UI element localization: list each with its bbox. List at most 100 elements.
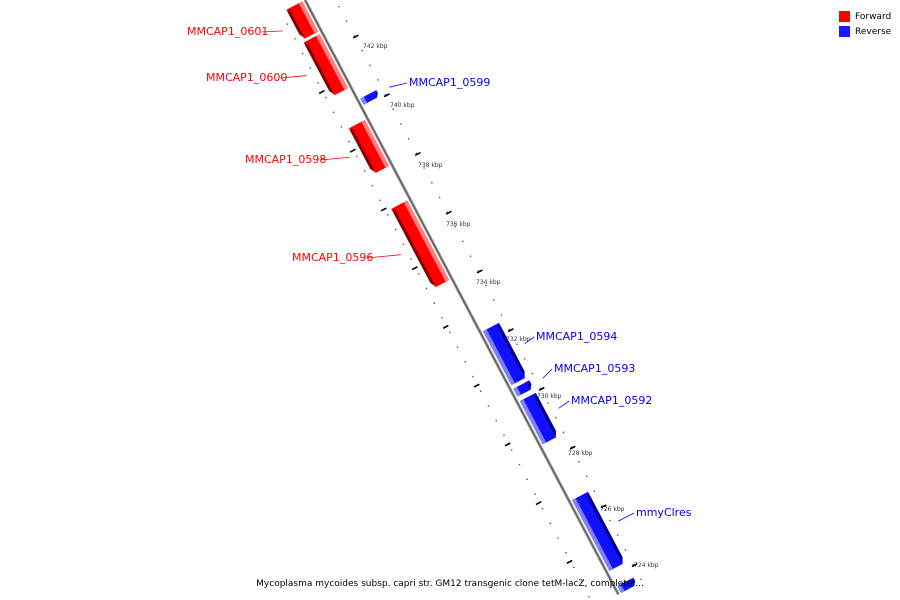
- minor-tick-dot: [423, 167, 425, 169]
- minor-tick-dot: [301, 52, 304, 55]
- gene-leader-line: [617, 512, 635, 522]
- gene-leader-line: [261, 30, 283, 33]
- tick-label: 734 kbp: [476, 279, 501, 286]
- minor-tick-dot: [585, 475, 588, 478]
- gene-shadow: [304, 42, 334, 94]
- minor-tick-dot: [572, 566, 575, 569]
- minor-tick-dot: [348, 140, 350, 143]
- tick-label: 730 kbp: [537, 393, 562, 400]
- tick-label: 736 kbp: [446, 221, 471, 228]
- minor-tick-dot: [487, 405, 490, 407]
- gene-leader-line: [319, 156, 350, 161]
- minor-tick-dot: [531, 372, 534, 375]
- minor-tick-dot: [541, 507, 544, 510]
- reverse-swatch: [839, 26, 850, 37]
- minor-tick-dot: [410, 258, 412, 260]
- gene-mmyClres: [572, 491, 623, 571]
- minor-tick-dot: [387, 214, 389, 216]
- gene-MMCAP1_0600: [303, 34, 349, 96]
- minor-tick-dot: [286, 23, 288, 25]
- major-tick: [566, 559, 573, 564]
- gene-label[interactable]: MMCAP1_0601: [187, 25, 269, 38]
- major-tick: [476, 269, 483, 274]
- major-tick: [380, 207, 387, 212]
- minor-tick-dot: [557, 537, 559, 539]
- gene-highlight: [519, 399, 547, 445]
- minor-tick-dot: [526, 478, 528, 481]
- minor-tick-dot: [394, 228, 397, 231]
- minor-tick-dot: [492, 299, 495, 301]
- gene-MMCAP1_0594: [483, 322, 525, 386]
- gene-leader-line: [389, 82, 408, 88]
- gene-leader-line: [558, 400, 570, 409]
- minor-tick-dot: [588, 595, 590, 598]
- forward-swatch: [839, 11, 850, 22]
- gene-highlight: [617, 584, 625, 594]
- gene-MMCAP1_0592: [519, 392, 556, 445]
- gene-shadow: [631, 579, 636, 585]
- tick-label: 738 kbp: [418, 162, 443, 169]
- major-tick: [442, 324, 449, 330]
- gene-label[interactable]: MMCAP1_0599: [409, 76, 491, 89]
- major-tick: [600, 504, 607, 509]
- minor-tick-dot: [609, 519, 611, 522]
- gene-highlight: [316, 34, 349, 90]
- major-tick: [535, 501, 542, 506]
- minor-tick-dot: [325, 96, 327, 99]
- sequence-caption: Mycoplasma mycoides subsp. capri str. GM…: [256, 579, 644, 589]
- gene-label[interactable]: MMCAP1_0598: [245, 153, 327, 166]
- gene-shadow: [392, 209, 436, 286]
- minor-tick-dot: [371, 184, 374, 187]
- minor-tick-dot: [338, 5, 340, 8]
- tick-label: 724 kbp: [634, 562, 659, 569]
- gene-label[interactable]: MMCAP1_0592: [571, 394, 653, 407]
- gene-shadow: [287, 10, 305, 37]
- minor-tick-dot: [309, 67, 312, 69]
- minor-tick-dot: [593, 490, 596, 492]
- major-tick: [445, 210, 452, 215]
- minor-tick-dot: [464, 361, 467, 363]
- major-tick: [473, 383, 480, 388]
- major-tick: [414, 151, 421, 157]
- minor-tick-dot: [534, 493, 536, 495]
- minor-tick-dot: [472, 375, 474, 378]
- minor-tick-dot: [547, 402, 549, 404]
- gene-label[interactable]: MMCAP1_0594: [536, 330, 618, 343]
- minor-tick-dot: [469, 255, 472, 257]
- gene-label[interactable]: MMCAP1_0600: [206, 71, 288, 84]
- legend-label: Reverse: [855, 26, 892, 37]
- minor-tick-dot: [549, 522, 552, 525]
- minor-tick-dot: [495, 419, 498, 422]
- tick-label: 740 kbp: [390, 102, 415, 109]
- gene-shadow: [349, 128, 375, 172]
- gene-highlight: [483, 329, 516, 386]
- minor-tick-dot: [640, 578, 642, 580]
- minor-tick-dot: [433, 302, 436, 304]
- minor-tick-dot: [485, 284, 487, 287]
- gene-shadow: [497, 324, 525, 377]
- gene-highlight: [513, 386, 522, 397]
- minor-tick-dot: [425, 287, 428, 290]
- minor-tick-dot: [518, 463, 521, 466]
- minor-tick-dot: [500, 314, 503, 316]
- minor-tick-dot: [462, 240, 464, 243]
- tick-label: 728 kbp: [568, 450, 593, 457]
- major-tick: [507, 328, 514, 333]
- minor-tick-dot: [332, 111, 335, 113]
- major-tick: [383, 93, 390, 98]
- minor-tick-dot: [340, 126, 343, 128]
- gene-label[interactable]: mmyClres: [636, 506, 692, 519]
- gene-label[interactable]: MMCAP1_0596: [292, 251, 374, 264]
- minor-tick-dot: [376, 79, 379, 81]
- minor-tick-dot: [503, 434, 505, 437]
- gene-shadow: [527, 382, 532, 388]
- minor-tick-dot: [438, 196, 441, 199]
- minor-tick-dot: [510, 449, 513, 451]
- gene-label[interactable]: MMCAP1_0593: [554, 362, 636, 375]
- legend-label: Forward: [855, 11, 892, 22]
- minor-tick-dot: [407, 137, 410, 140]
- minor-tick-dot: [616, 534, 619, 536]
- minor-tick-dot: [379, 199, 381, 202]
